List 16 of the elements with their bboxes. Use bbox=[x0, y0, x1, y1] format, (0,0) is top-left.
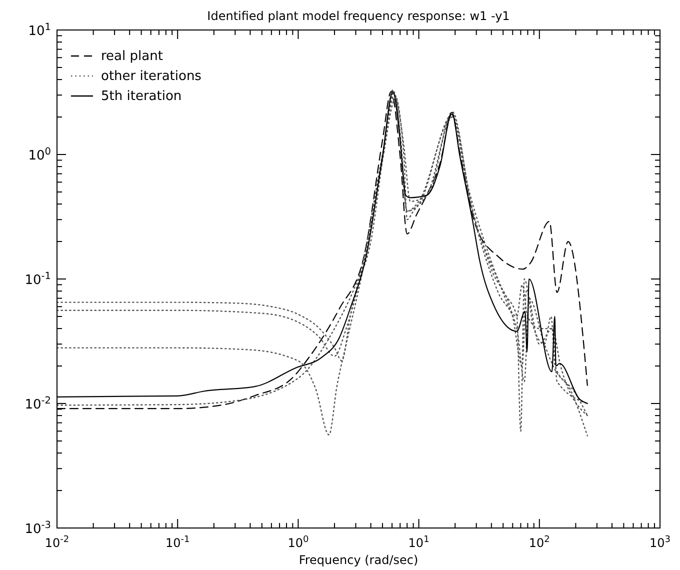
y-tick-label: 10$^{-1}$ bbox=[24, 270, 51, 288]
y-tick-label: 10$^{-3}$ bbox=[24, 520, 51, 537]
chart-title: Identified plant model frequency response: w1 -y1 bbox=[207, 9, 510, 23]
x-tick-label: 10$^{-2}$ bbox=[44, 535, 70, 550]
x-tick-label: 10$^{-1}$ bbox=[165, 535, 190, 550]
legend-label: 5th iteration bbox=[101, 89, 182, 104]
legend-label: other iterations bbox=[101, 69, 202, 84]
y-tick-label: 10$^{0}$ bbox=[28, 146, 51, 164]
x-tick-label: 10$^{3}$ bbox=[649, 535, 671, 550]
y-tick-label: 10$^{-2}$ bbox=[24, 395, 51, 412]
y-tick-label: 10$^{1}$ bbox=[28, 22, 51, 39]
x-tick-label: 10$^{1}$ bbox=[408, 535, 430, 550]
x-axis-title: Frequency (rad/sec) bbox=[298, 553, 418, 567]
legend-label: real plant bbox=[101, 49, 163, 64]
x-tick-label: 10$^{2}$ bbox=[528, 535, 550, 550]
x-tick-label: 10$^{0}$ bbox=[288, 535, 309, 550]
